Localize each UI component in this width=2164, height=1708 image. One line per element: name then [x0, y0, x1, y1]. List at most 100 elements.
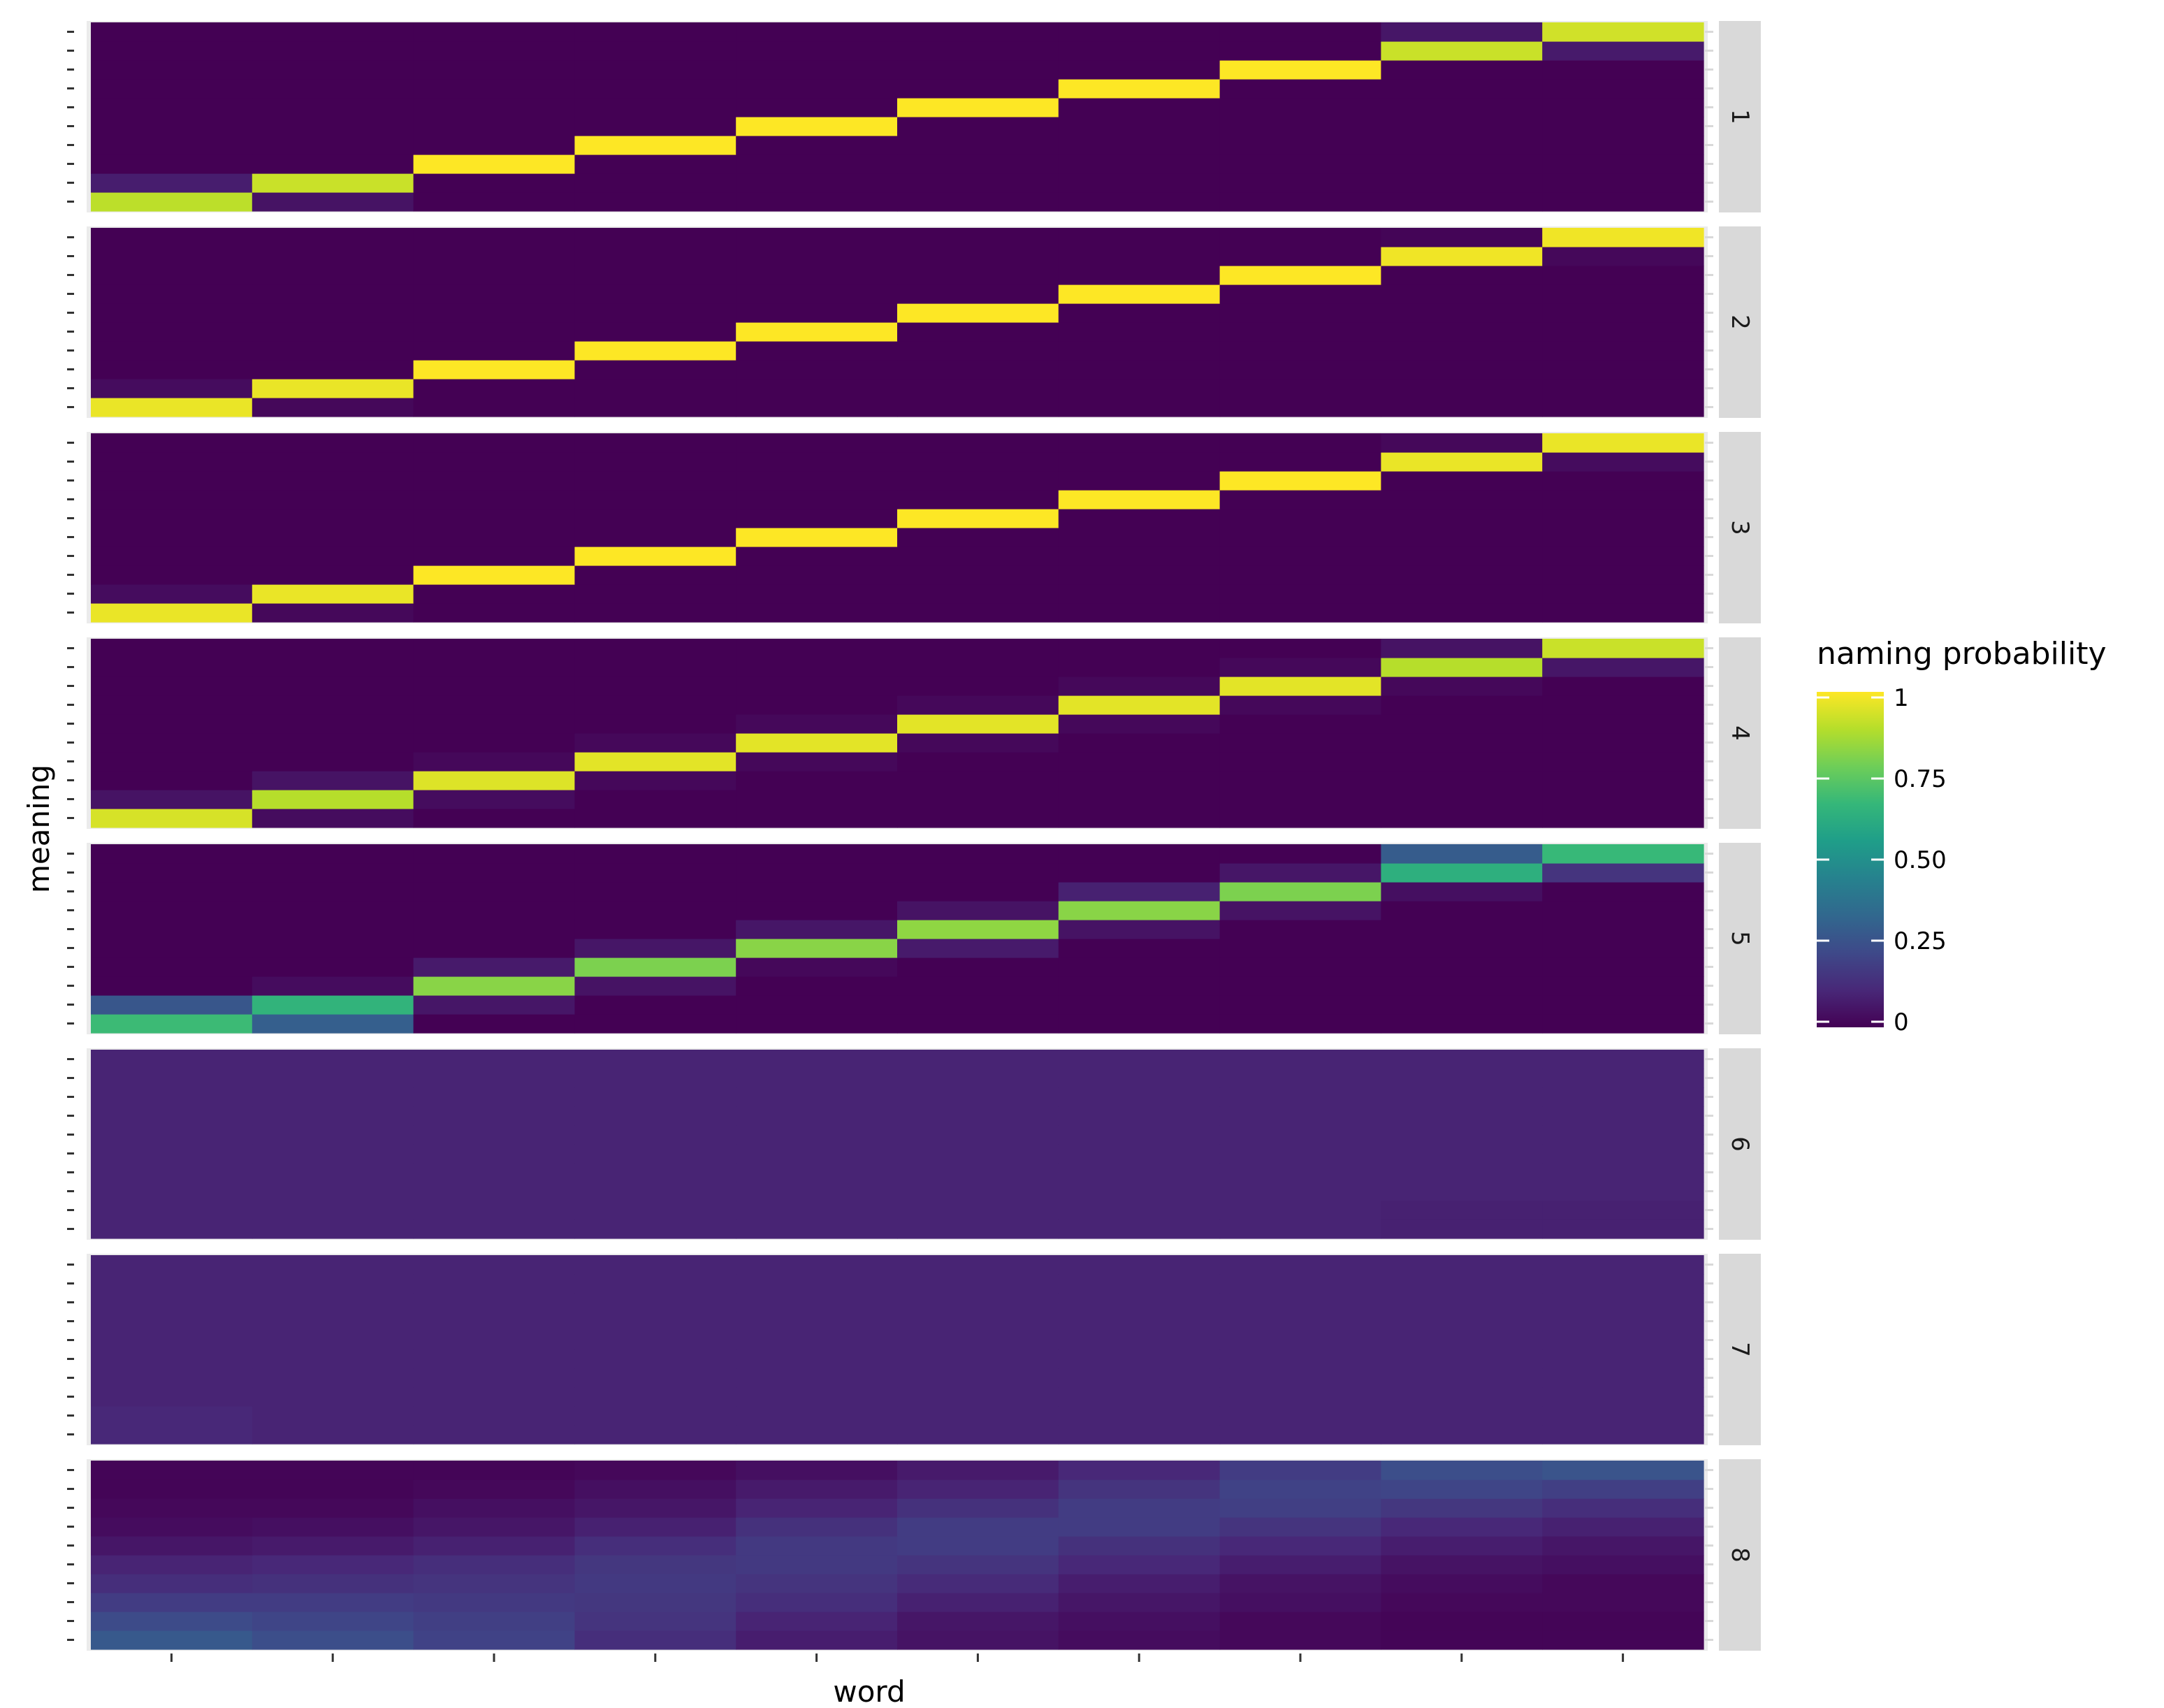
heat-cell	[1219, 228, 1381, 247]
heat-cell	[1058, 490, 1221, 509]
heat-cell	[1058, 1331, 1221, 1350]
heat-cell	[413, 1144, 575, 1164]
facet-panel-2: 2	[67, 226, 1761, 418]
heat-cell	[574, 1425, 736, 1445]
heat-cell	[736, 284, 898, 304]
heat-cell	[1058, 639, 1221, 658]
heat-cell	[736, 1593, 898, 1612]
facet-panel-6: 6	[67, 1048, 1761, 1240]
heat-cell	[91, 790, 253, 809]
heat-cell	[91, 1368, 253, 1388]
heat-cell	[413, 1014, 575, 1034]
heat-cell	[252, 117, 414, 136]
heat-cell	[413, 695, 575, 715]
heat-cell	[1542, 676, 1704, 696]
heat-cell	[1058, 1274, 1221, 1294]
heat-cell	[91, 1387, 253, 1407]
heat-cell	[1219, 1517, 1381, 1537]
heat-cell	[897, 1293, 1059, 1312]
heat-cell	[413, 528, 575, 547]
heat-cell	[736, 1479, 898, 1499]
heat-cell	[252, 790, 414, 809]
heat-cell	[1542, 228, 1704, 247]
heat-cell	[413, 192, 575, 212]
heat-cell	[897, 1406, 1059, 1426]
heat-cell	[252, 1144, 414, 1164]
heat-cell	[1542, 1050, 1704, 1069]
heat-cell	[1219, 528, 1381, 547]
heat-cell	[574, 154, 736, 174]
heat-cell	[736, 379, 898, 398]
heat-cell	[1542, 995, 1704, 1015]
heat-cell	[91, 1293, 253, 1312]
heat-cell	[1381, 939, 1543, 958]
heat-cell	[1058, 1479, 1221, 1499]
heat-cell	[1542, 1331, 1704, 1350]
heat-cell	[1219, 490, 1381, 509]
facet-strip-label: 7	[1726, 1342, 1754, 1357]
heat-cell	[1219, 173, 1381, 193]
heat-cell	[1058, 266, 1221, 285]
heat-cell	[91, 957, 253, 977]
heat-cell	[413, 471, 575, 491]
heat-cell	[736, 1517, 898, 1537]
heat-cell	[1381, 117, 1543, 136]
heat-cell	[736, 1087, 898, 1107]
heat-cell	[736, 790, 898, 809]
heat-cell	[91, 1220, 253, 1239]
heat-cell	[574, 1182, 736, 1201]
heat-cell	[897, 1069, 1059, 1088]
heat-cell	[1381, 490, 1543, 509]
heat-cell	[1219, 471, 1381, 491]
heat-cell	[91, 1461, 253, 1480]
heat-cell	[413, 863, 575, 883]
heat-cell	[413, 1517, 575, 1537]
heat-cell	[1542, 1536, 1704, 1556]
heat-cell	[1219, 22, 1381, 42]
heat-cell	[252, 863, 414, 883]
heat-cell	[897, 1125, 1059, 1145]
heat-cell	[1219, 1201, 1381, 1220]
heat-cell	[1058, 957, 1221, 977]
heat-cell	[91, 1144, 253, 1164]
heat-cell	[1542, 509, 1704, 528]
heat-cell	[413, 452, 575, 472]
heat-cell	[897, 1536, 1059, 1556]
heat-cell	[1542, 733, 1704, 753]
heat-cell	[413, 1106, 575, 1126]
heat-cell	[1542, 1274, 1704, 1294]
heat-cell	[1542, 920, 1704, 939]
heat-cell	[91, 584, 253, 604]
heat-cell	[413, 1220, 575, 1239]
heat-cell	[1058, 790, 1221, 809]
heat-cell	[91, 901, 253, 920]
heat-cell	[91, 79, 253, 99]
heat-cell	[252, 433, 414, 453]
heat-cell	[1219, 1182, 1381, 1201]
heat-cell	[1542, 1461, 1704, 1480]
heat-cell	[897, 639, 1059, 658]
heat-cell	[1219, 1368, 1381, 1388]
heat-cell	[1381, 809, 1543, 828]
heat-cell	[1058, 79, 1221, 99]
heat-cell	[897, 433, 1059, 453]
heat-cell	[1542, 1593, 1704, 1612]
heat-cell	[252, 266, 414, 285]
heat-cell	[1542, 379, 1704, 398]
heat-cell	[413, 1331, 575, 1350]
heat-cell	[1542, 1555, 1704, 1575]
heat-cell	[1219, 1630, 1381, 1650]
heat-cell	[91, 1349, 253, 1369]
heat-cell	[1219, 1425, 1381, 1445]
heat-cell	[1058, 1574, 1221, 1593]
heat-cell	[1381, 752, 1543, 772]
heat-cell	[1219, 771, 1381, 790]
heat-cell	[1381, 584, 1543, 604]
heat-cell	[736, 882, 898, 902]
heat-cell	[1381, 284, 1543, 304]
heat-cell	[1381, 322, 1543, 342]
heat-cell	[736, 341, 898, 361]
heat-cell	[736, 1630, 898, 1650]
heat-cell	[1542, 1498, 1704, 1518]
heat-cell	[1058, 228, 1221, 247]
